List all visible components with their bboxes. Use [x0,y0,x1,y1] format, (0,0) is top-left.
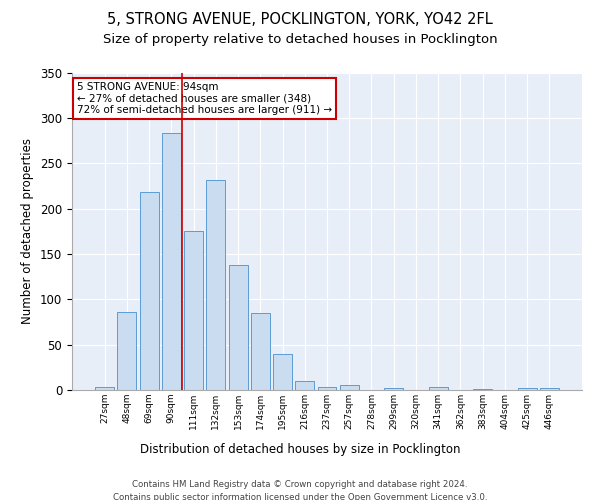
Bar [95,388,114,390]
Bar [540,388,559,390]
Text: 5, STRONG AVENUE, POCKLINGTON, YORK, YO42 2FL: 5, STRONG AVENUE, POCKLINGTON, YORK, YO4… [107,12,493,28]
Bar [518,388,536,390]
Bar [184,231,203,390]
Bar [162,134,181,390]
Bar [118,312,136,390]
Text: Contains HM Land Registry data © Crown copyright and database right 2024.: Contains HM Land Registry data © Crown c… [132,480,468,489]
Text: Distribution of detached houses by size in Pocklington: Distribution of detached houses by size … [140,442,460,456]
Bar [273,354,292,390]
Bar [295,381,314,390]
Y-axis label: Number of detached properties: Number of detached properties [22,138,34,324]
Text: Contains public sector information licensed under the Open Government Licence v3: Contains public sector information licen… [113,492,487,500]
Bar [384,388,403,390]
Text: 5 STRONG AVENUE: 94sqm
← 27% of detached houses are smaller (348)
72% of semi-de: 5 STRONG AVENUE: 94sqm ← 27% of detached… [77,82,332,115]
Bar [206,180,225,390]
Bar [140,192,158,390]
Bar [340,386,359,390]
Bar [251,313,270,390]
Bar [429,388,448,390]
Bar [229,265,248,390]
Bar [473,389,492,390]
Bar [317,388,337,390]
Text: Size of property relative to detached houses in Pocklington: Size of property relative to detached ho… [103,32,497,46]
